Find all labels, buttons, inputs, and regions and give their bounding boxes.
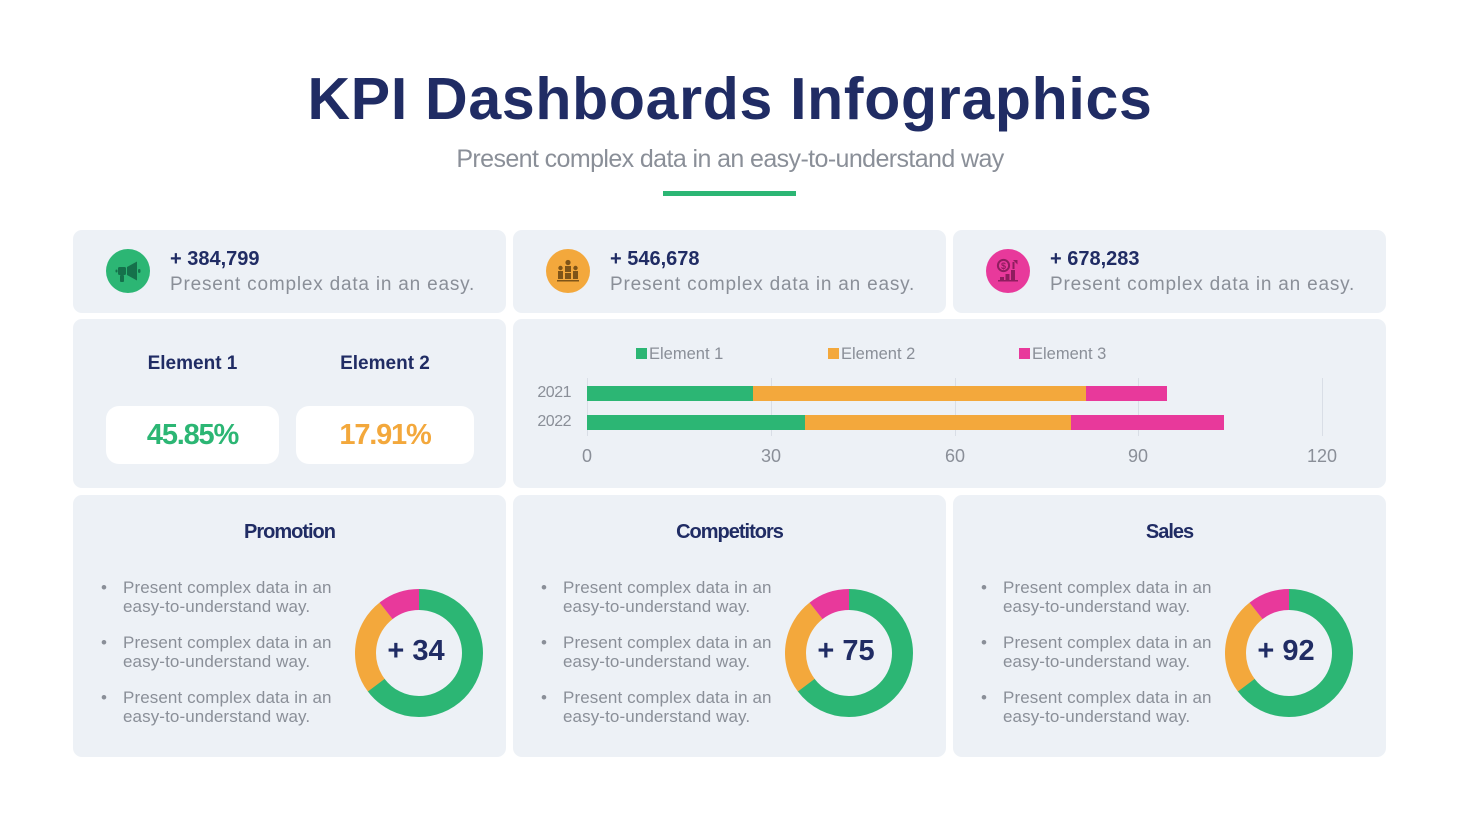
svg-text:$: $ bbox=[1001, 261, 1006, 271]
